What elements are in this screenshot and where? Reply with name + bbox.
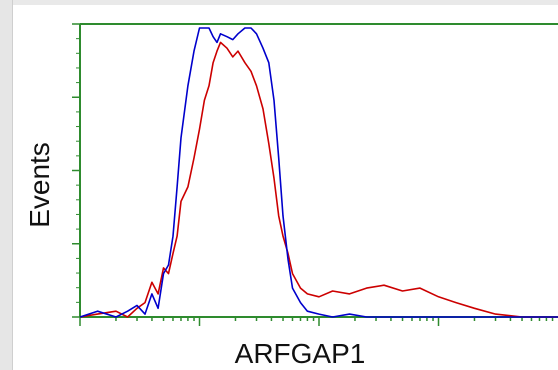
window-left-border [0,0,13,370]
series-line-red [79,41,558,318]
y-axis-label: Events [24,142,56,228]
series-line-blue [79,27,558,318]
plot-frame [79,23,558,318]
window-top-border [0,0,558,5]
axis-ticks [72,23,554,326]
series-lines [79,27,558,318]
x-axis-label: ARFGAP1 [234,338,366,369]
